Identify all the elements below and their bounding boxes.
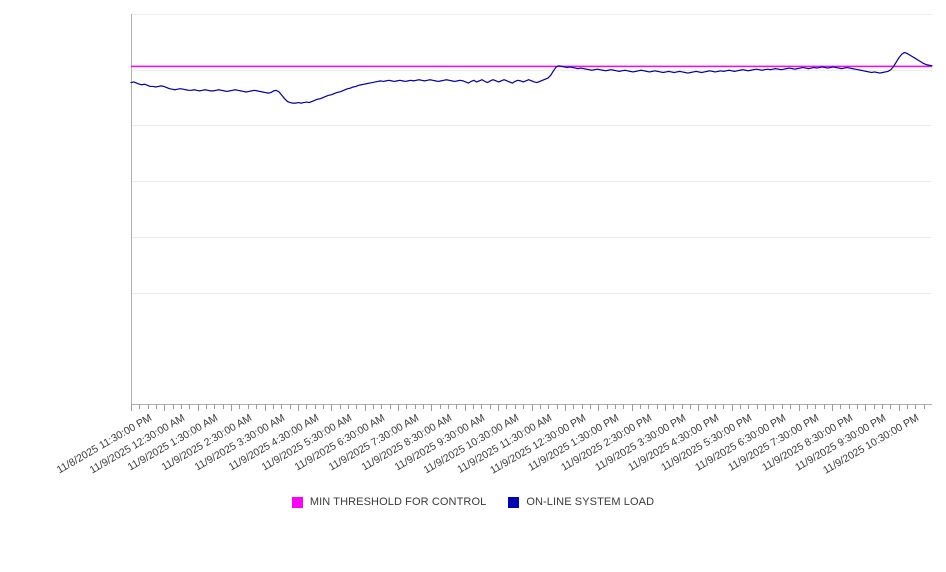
chart-container: 11/8/2025 11:30:00 PM 11/9/2025 12:30:00 … — [0, 14, 946, 508]
gridlines-group — [131, 14, 932, 294]
legend-label: MIN THRESHOLD FOR CONTROL — [309, 496, 487, 508]
online-system-load-line — [130, 51, 933, 104]
legend-item-online-system-load[interactable]: ON-LINE SYSTEM LOAD — [508, 496, 654, 508]
legend-item-min-threshold[interactable]: MIN THRESHOLD FOR CONTROL — [291, 496, 487, 508]
chart-legend: MIN THRESHOLD FOR CONTROL ON-LINE SYSTEM… — [0, 496, 946, 508]
legend-swatch-icon — [508, 496, 520, 508]
x-axis-ticks — [131, 404, 925, 411]
chart-plot-svg — [130, 14, 933, 411]
legend-swatch-icon — [291, 496, 303, 508]
legend-label: ON-LINE SYSTEM LOAD — [526, 496, 655, 508]
